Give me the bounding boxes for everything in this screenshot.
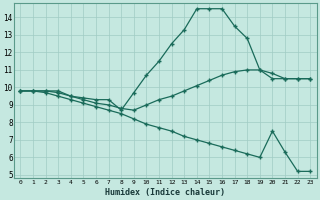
X-axis label: Humidex (Indice chaleur): Humidex (Indice chaleur) bbox=[105, 188, 225, 197]
